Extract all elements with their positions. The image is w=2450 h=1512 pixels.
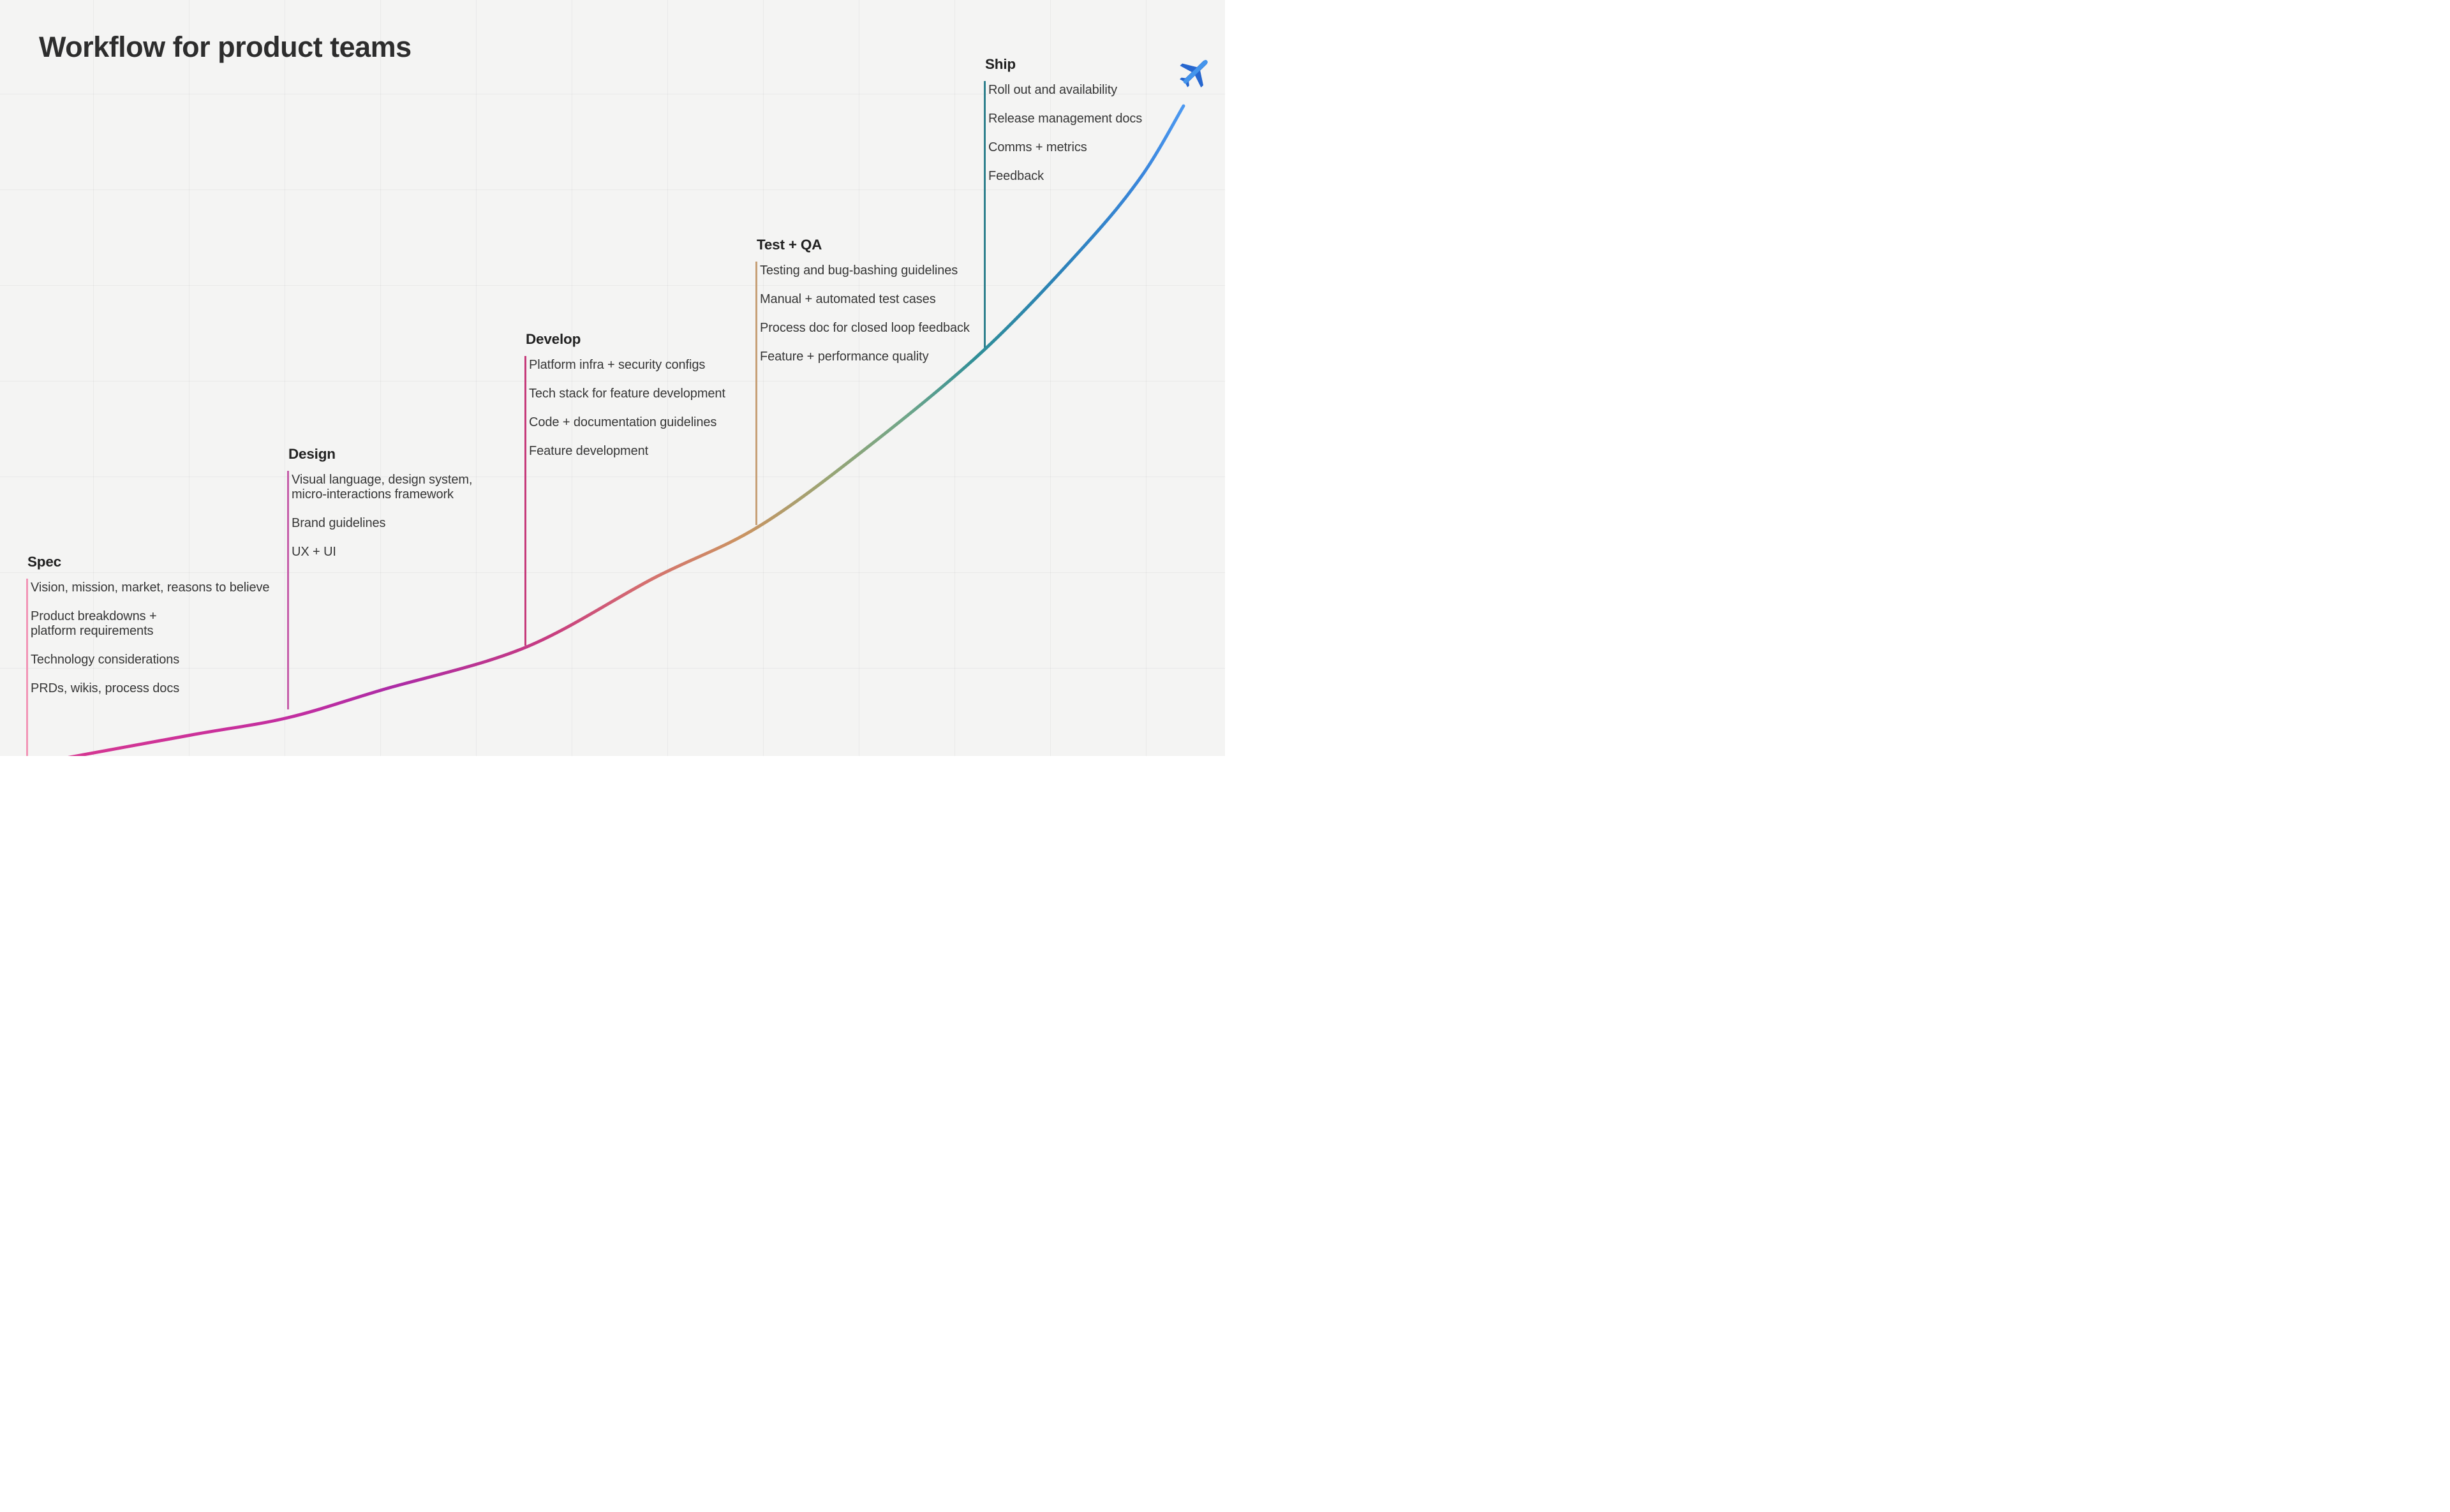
growth-curve (68, 104, 1185, 756)
diagram-canvas: Workflow for product teams Spec Vision, … (0, 0, 1225, 756)
airplane-fuselage (1183, 59, 1208, 84)
page-title: Workflow for product teams (39, 31, 412, 63)
growth-curve-layer (68, 104, 1185, 756)
airplane-icon (1180, 59, 1208, 88)
